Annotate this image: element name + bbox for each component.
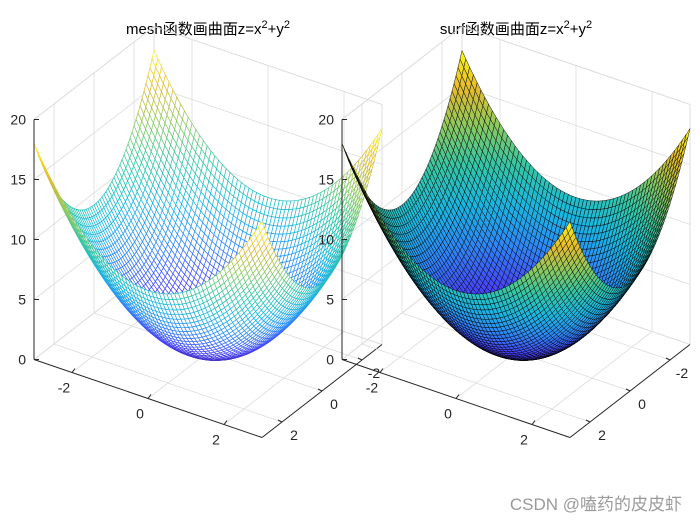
x-tick-label: 2 [212,432,220,448]
x-tick-label: -2 [58,380,71,396]
y-grid-line [361,343,591,423]
chart-title: surf函数画曲面z=x2+y2 [440,19,592,38]
y-grid-line [53,343,283,423]
surface-mesh-group [341,49,691,361]
z-tick-label: 5 [18,292,26,308]
z-tick-label: 10 [10,232,26,248]
z-tick-label: 15 [10,172,26,188]
z-tick-label: 20 [10,112,26,128]
surface-mesh-group [33,49,383,361]
z-tick-label: 0 [18,352,26,368]
y-tick-label: 0 [330,396,338,412]
y-tick-label: 2 [290,427,298,443]
x-tick-label: 0 [136,406,144,422]
chart-title: mesh函数画曲面z=x2+y2 [126,19,290,38]
